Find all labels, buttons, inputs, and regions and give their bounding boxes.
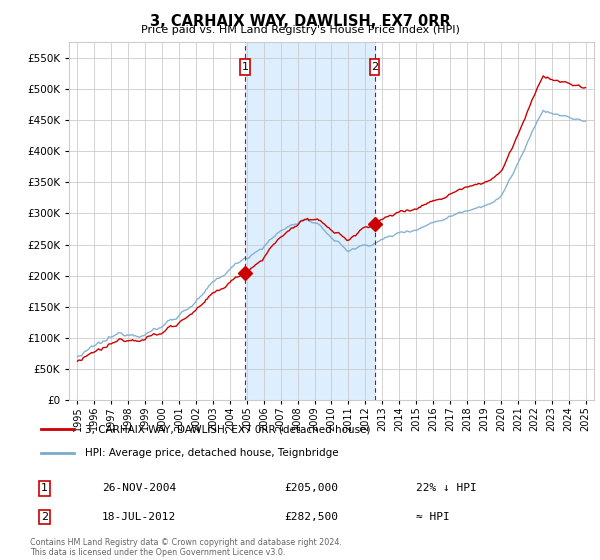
FancyBboxPatch shape [241, 59, 250, 75]
Text: 2: 2 [371, 62, 378, 72]
Text: HPI: Average price, detached house, Teignbridge: HPI: Average price, detached house, Teig… [85, 447, 339, 458]
Text: £205,000: £205,000 [284, 483, 338, 493]
FancyBboxPatch shape [370, 59, 379, 75]
Text: 3, CARHAIX WAY, DAWLISH, EX7 0RR (detached house): 3, CARHAIX WAY, DAWLISH, EX7 0RR (detach… [85, 424, 371, 435]
Text: 1: 1 [242, 62, 248, 72]
Bar [245, 42, 374, 400]
Text: 22% ↓ HPI: 22% ↓ HPI [416, 483, 477, 493]
Text: £282,500: £282,500 [284, 512, 338, 522]
Text: 2: 2 [41, 512, 48, 522]
Text: 3, CARHAIX WAY, DAWLISH, EX7 0RR: 3, CARHAIX WAY, DAWLISH, EX7 0RR [149, 14, 451, 29]
Text: 18-JUL-2012: 18-JUL-2012 [102, 512, 176, 522]
Text: ≈ HPI: ≈ HPI [416, 512, 450, 522]
Text: 26-NOV-2004: 26-NOV-2004 [102, 483, 176, 493]
Text: Contains HM Land Registry data © Crown copyright and database right 2024.
This d: Contains HM Land Registry data © Crown c… [30, 538, 342, 557]
Text: 1: 1 [41, 483, 48, 493]
Text: Price paid vs. HM Land Registry's House Price Index (HPI): Price paid vs. HM Land Registry's House … [140, 25, 460, 35]
